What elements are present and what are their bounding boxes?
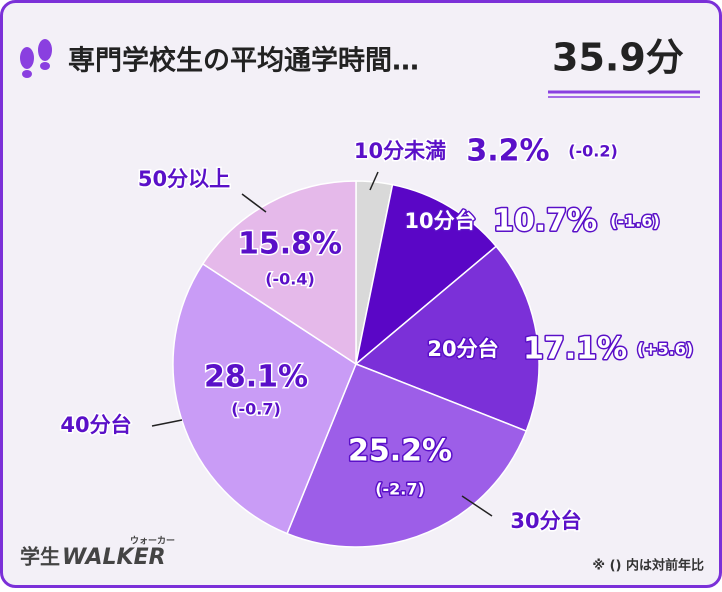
category-label: 50分以上 xyxy=(138,167,230,191)
value-label: 15.8% xyxy=(238,227,342,262)
pie-slice xyxy=(354,183,498,366)
value-label: 28.1% xyxy=(204,360,308,395)
labels: 10分未満 3.2% (-0.2) 10分台 10.7% (-1.6) 20分台 17.1% (… xyxy=(59,132,695,535)
footprints-icon xyxy=(20,39,52,78)
change-label: (-0.2) xyxy=(568,142,618,161)
change-label: (-2.7) xyxy=(375,480,425,499)
pie-slice xyxy=(201,180,357,366)
pie-slice xyxy=(172,262,357,535)
change-label: (-1.6) xyxy=(610,212,660,231)
category-label: 30分台 xyxy=(510,509,581,533)
logo-reading: ウォーカー xyxy=(130,536,175,547)
category-label: 10分台 xyxy=(404,209,475,233)
leader-line xyxy=(461,495,493,517)
leader-line xyxy=(151,419,183,427)
value-label: 25.2% xyxy=(348,434,452,469)
pie xyxy=(172,180,540,548)
category-label: 10分未満 xyxy=(354,139,446,163)
change-label: (+5.6) xyxy=(637,340,693,359)
pie-slice xyxy=(354,245,540,433)
logo-prefix: 学生 xyxy=(20,545,60,569)
headline-value: 35.9分 xyxy=(552,36,684,80)
value-label: 17.1% xyxy=(523,332,627,367)
change-label: (-0.4) xyxy=(265,270,315,289)
change-label: (-0.7) xyxy=(231,400,281,419)
value-label: 3.2% xyxy=(466,134,549,169)
leader-line xyxy=(369,171,379,191)
value-label: 10.7% xyxy=(493,204,597,239)
chart-title: 専門学校生の平均通学時間… xyxy=(68,45,419,77)
logo-brand: WALKER xyxy=(62,545,166,570)
footnote: ※ () 内は対前年比 xyxy=(592,558,704,574)
category-label: 40分台 xyxy=(60,413,131,437)
category-label: 20分台 xyxy=(427,337,498,361)
pie-slice xyxy=(286,363,528,548)
leader-line xyxy=(241,193,267,213)
